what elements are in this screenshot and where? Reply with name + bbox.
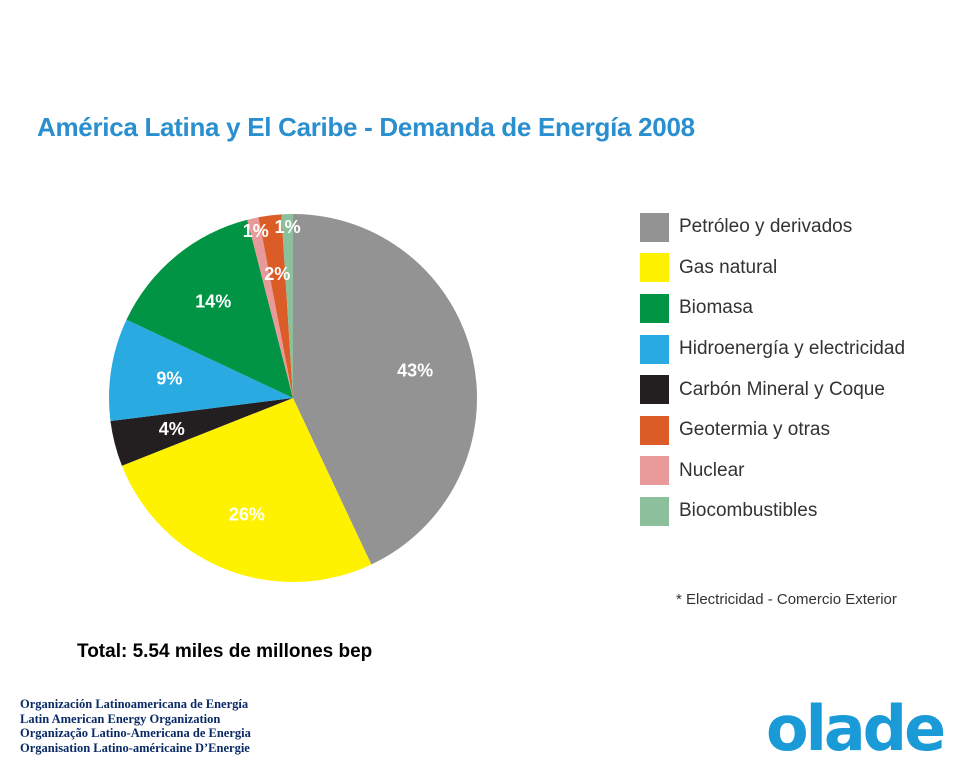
legend-swatch xyxy=(640,496,669,526)
legend-swatch xyxy=(640,375,669,405)
pie-slice-label-nuclear: 1% xyxy=(243,221,269,241)
legend-swatch xyxy=(640,253,669,283)
pie-slice-label-geotermia-y-otras: 2% xyxy=(264,264,290,284)
total-label: Total: 5.54 miles de millones bep xyxy=(77,641,373,662)
org-name-fr: Organisation Latino-américaine D’Energie xyxy=(20,740,250,755)
pie-slice-biocombustibles xyxy=(281,213,293,398)
legend-label: Nuclear xyxy=(679,459,745,481)
chart-footnote: * Electricidad - Comercio Exterior xyxy=(676,591,897,608)
pie-slice-label-petroleo-y-derivados: 43% xyxy=(397,361,433,381)
org-name-pt: Organização Latino-Americana de Energia xyxy=(20,726,251,741)
legend-item-nuclear: Nuclear xyxy=(640,451,905,492)
legend-item-carbon-mineral-y-coque: Carbón Mineral y Coque xyxy=(640,369,905,410)
legend-label: Biomasa xyxy=(679,297,753,319)
pie-slice-petroleo-y-derivados xyxy=(293,214,478,565)
org-name-es: Organización Latinoamericana de Energía xyxy=(20,697,249,711)
legend-label: Biocombustibles xyxy=(679,500,818,522)
pie-slice-label-carbon-mineral-y-coque: 4% xyxy=(159,419,185,439)
legend-swatch xyxy=(640,456,669,486)
legend-swatch xyxy=(640,334,669,364)
legend-label: Hidroenergía y electricidad xyxy=(679,338,906,360)
legend-item-hidroenergia-y-electricidad: Hidroenergía y electricidad xyxy=(640,329,905,370)
org-name-en: Latin American Energy Organization xyxy=(20,711,221,726)
legend-label: Geotermia y otras xyxy=(679,419,830,441)
legend-item-biocombustibles: Biocombustibles xyxy=(640,491,905,532)
legend-item-geotermia-y-otras: Geotermia y otras xyxy=(640,410,905,451)
pie-slice-label-gas-natural: 26% xyxy=(229,504,265,524)
organization-names: Organización Latinoamericana de Energía … xyxy=(20,697,251,755)
legend-item-biomasa: Biomasa xyxy=(640,288,905,329)
pie-slice-carbon-mineral-y-coque xyxy=(110,398,293,466)
legend-label: Petróleo y derivados xyxy=(679,216,853,238)
pie-slice-label-biocombustibles: 1% xyxy=(275,217,301,237)
pie-slice-label-biomasa: 14% xyxy=(195,292,231,312)
pie-slice-nuclear xyxy=(247,217,293,398)
legend-swatch xyxy=(640,212,669,242)
pie-slice-gas-natural xyxy=(121,398,372,582)
pie-slice-geotermia-y-otras xyxy=(258,214,293,398)
legend-label: Carbón Mineral y Coque xyxy=(679,378,885,400)
legend-item-gas-natural: Gas natural xyxy=(640,248,905,289)
legend-label: Gas natural xyxy=(679,256,778,278)
legend-item-petroleo-y-derivados: Petróleo y derivados xyxy=(640,207,905,248)
legend-swatch xyxy=(640,415,669,445)
legend-swatch xyxy=(640,293,669,323)
chart-legend: Petróleo y derivados Gas natural Biomasa Hi… xyxy=(640,207,905,532)
pie-slice-biomasa xyxy=(126,219,293,398)
pie-slice-hidroenergia-y-electricidad xyxy=(108,319,293,422)
chart-title: América Latina y El Caribe - Demanda de … xyxy=(37,112,695,142)
pie-slice-label-hidroenergia-y-electricidad: 9% xyxy=(156,368,182,388)
olade-logo: olade xyxy=(766,692,946,765)
